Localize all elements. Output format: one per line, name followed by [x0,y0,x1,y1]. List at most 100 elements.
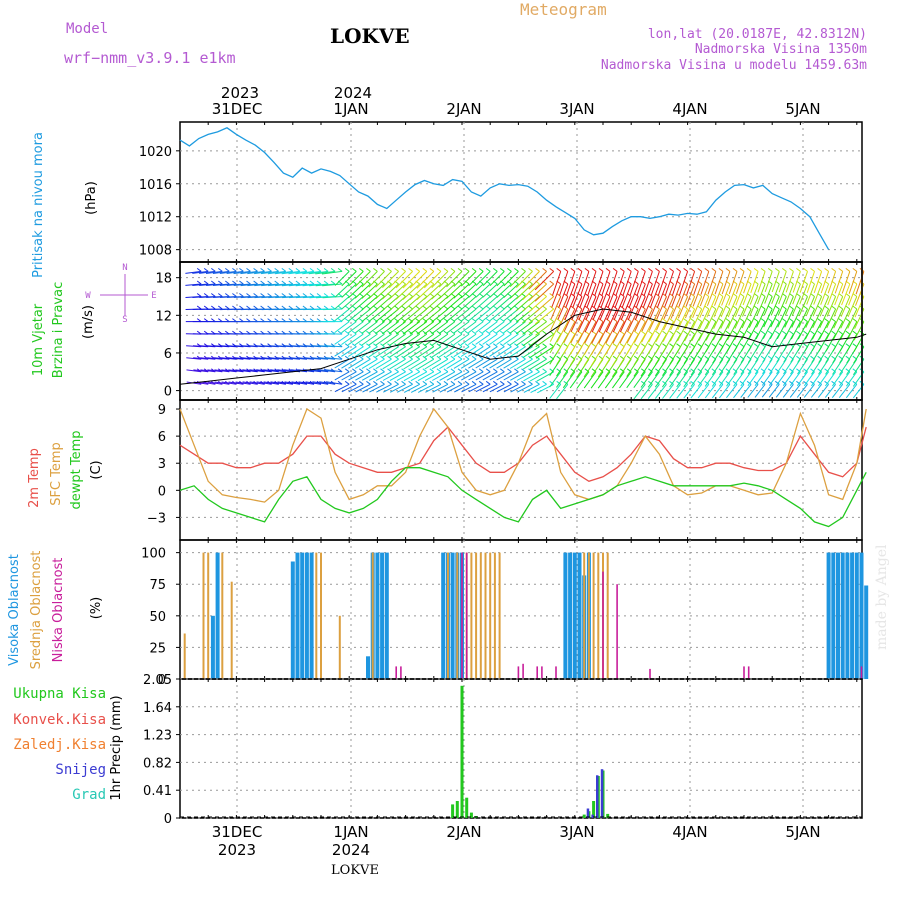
wind-barb-flag [436,380,442,385]
wind-barb [721,283,731,306]
wind-barb-flag [380,368,385,373]
wind-barb [382,333,399,346]
legend-conv-rain: Konvek.Kisa [13,712,106,728]
wind-barb-flag [485,368,491,373]
wind-barb-flag [358,380,364,385]
wind-barb-flag [394,355,399,360]
wind-barb-flag [288,280,294,285]
wind-barb [509,296,526,311]
wind-barb-flag [246,280,251,285]
wind-barb [515,283,533,300]
wind-barb [633,371,646,388]
wind-barb-flag [838,318,844,323]
wind-barb [633,321,646,343]
low-cloud-bar [616,584,618,679]
high-cloud-bar [845,552,850,679]
wind-barb-flag [718,330,724,335]
wind-barb [664,283,674,308]
wind-barb-flag [429,380,435,385]
y-tick-label: 12 [155,309,172,324]
wind-barb [535,346,554,359]
wind-barb [818,333,830,352]
wind-barb-flag [330,280,336,285]
wind-barb [797,333,808,352]
wind-barb [396,358,413,370]
wind-barb [334,271,350,286]
wind-barb-flag [337,368,343,373]
wind-barb-flag [457,330,463,335]
wind-barb [627,308,639,332]
wind-barb-flag [344,343,350,348]
wind-barb-flag [443,330,449,335]
wind-barb-flag [570,318,576,323]
wind-barb [557,296,569,320]
wind-barb-flag [669,318,674,323]
wind-barb-flag [358,267,364,272]
model-label: Model [66,21,108,37]
total-rain-bar [592,801,596,818]
high-cloud-bar [380,552,385,679]
wind-barb [750,271,759,293]
wind-barb-flag [485,330,491,335]
wind-barb-flag [838,267,844,272]
wind-barb [697,383,710,399]
wind-barb-flag [718,293,724,297]
wind-barb-flag [732,343,738,348]
wind-barb [416,296,435,312]
wind-barb [713,296,724,318]
wind-barb [838,371,851,387]
low-cloud-bar [747,666,750,679]
wind-barb [423,271,442,289]
wind-barb [219,283,237,286]
wind-barb [269,357,286,360]
wind-barb [720,296,731,318]
wind-barb-flag [817,330,822,335]
wind-barb [549,371,562,388]
wind-barb [606,296,618,321]
wind-barb [764,271,773,293]
wind-barb-flag [358,368,364,373]
wind-barb [778,271,787,293]
wind-barb-flag [570,343,576,348]
wind-barb [496,308,512,322]
wind-barb [324,357,343,360]
wind-barb [769,321,780,340]
panel-frame [179,539,863,680]
wind-barb-flag [739,343,745,348]
wind-barb [396,371,413,382]
wind-barb-flag [817,380,822,385]
wind-barb [361,308,378,323]
wind-barb [556,383,569,400]
wind-barb [475,346,491,357]
wind-barb [186,369,202,373]
wind-barb [221,357,237,360]
wind-barb-flag [669,330,674,335]
wind-barb [432,383,449,393]
wind-barb-flag [725,318,731,323]
wind-barb [200,357,216,360]
wind-barb-flag [789,330,794,335]
wind-barb-flag [478,267,484,272]
wind-barb [550,308,562,331]
wind-barb [341,271,357,287]
wind-barb [827,283,837,306]
wind-barb-flag [655,330,660,335]
wind-barb [348,371,364,381]
wind-barb [341,333,357,346]
wind-barb [496,358,512,369]
wind-barb [431,358,449,370]
wind-barb [341,321,357,334]
wind-barb-flag [852,380,858,385]
wind-barb-flag [711,305,717,310]
wind-barb [522,358,540,370]
wind-barb-flag [401,305,406,310]
wind-barb-flag [443,380,449,385]
wind-barb-flag [203,280,209,285]
wind-barb [382,346,399,358]
mid-cloud-bar [446,552,449,679]
wind-barb [594,271,604,296]
wind-barb [587,271,597,296]
wind-barb [728,283,738,306]
wind-barb [389,371,406,382]
wind-barb-flag [232,267,237,272]
